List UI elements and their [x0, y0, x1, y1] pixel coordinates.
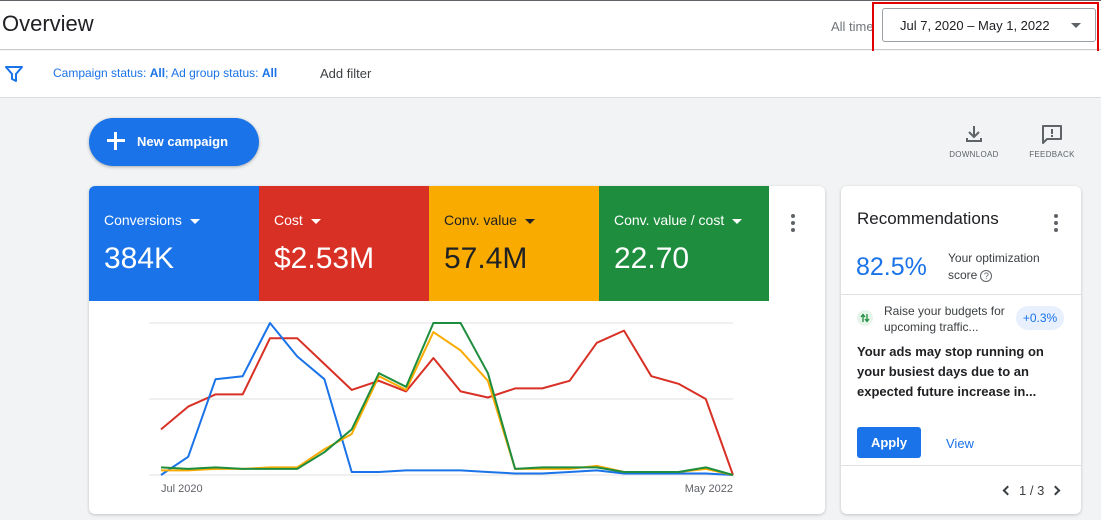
- ad-group-status-label: Ad group status:: [171, 66, 259, 80]
- metric-conv-value[interactable]: Conv. value 57.4M: [429, 186, 599, 301]
- metric-value: 22.70: [614, 242, 690, 275]
- metric-cost[interactable]: Cost $2.53M: [259, 186, 429, 301]
- optimization-score-label: Your optimization score?: [948, 250, 1068, 284]
- series-line: [160, 329, 734, 476]
- plus-icon: [106, 131, 126, 151]
- trend-arrows-icon: [857, 310, 873, 326]
- more-vert-icon[interactable]: [1054, 214, 1058, 232]
- optimization-score: 82.5%: [856, 253, 927, 281]
- metric-label: Conversions: [104, 212, 182, 228]
- pager: 1 / 3: [1002, 483, 1061, 498]
- chevron-left-icon[interactable]: [1002, 485, 1013, 496]
- metric-label: Conv. value: [444, 212, 517, 228]
- campaign-status-value: All: [149, 66, 166, 80]
- new-campaign-button[interactable]: New campaign: [89, 118, 259, 166]
- filter-separator: ;: [165, 66, 169, 80]
- download-button[interactable]: DOWNLOAD: [944, 124, 1004, 159]
- more-vert-icon[interactable]: [791, 214, 795, 232]
- performance-chart: Jul 2020 May 2022: [149, 322, 734, 495]
- download-label: DOWNLOAD: [949, 150, 999, 159]
- recommendations-title: Recommendations: [857, 209, 999, 228]
- date-range-text: Jul 7, 2020 – May 1, 2022: [900, 17, 1050, 33]
- series-line: [160, 322, 734, 476]
- feedback-icon: [1042, 125, 1062, 144]
- caret-down-icon: [732, 218, 743, 224]
- feedback-label: FEEDBACK: [1029, 150, 1075, 159]
- new-campaign-label: New campaign: [137, 134, 229, 149]
- score-uplift-badge: +0.3%: [1016, 306, 1064, 330]
- performance-card: Conversions 384K Cost $2.53M Conv. value…: [89, 186, 825, 514]
- x-tick-label: Jul 2020: [161, 483, 203, 495]
- ad-group-status-value: All: [261, 66, 278, 80]
- recommendation-description: Your ads may stop running on your busies…: [857, 344, 1044, 399]
- metric-label: Conv. value / cost: [614, 212, 725, 228]
- caret-down-icon: [524, 218, 535, 224]
- x-tick-label: May 2022: [685, 483, 733, 495]
- all-time-label: All time: [831, 19, 874, 34]
- page-title: Overview: [2, 11, 94, 36]
- caret-down-icon: [310, 218, 321, 224]
- caret-down-icon: [1071, 23, 1081, 28]
- metric-value: $2.53M: [274, 242, 375, 275]
- divider: [841, 465, 1081, 466]
- series-line: [160, 322, 734, 476]
- date-range-picker[interactable]: Jul 7, 2020 – May 1, 2022: [882, 8, 1096, 42]
- chevron-right-icon[interactable]: [1050, 485, 1061, 496]
- view-link[interactable]: View: [946, 436, 974, 451]
- caret-down-icon: [189, 218, 200, 224]
- metric-label: Cost: [274, 212, 303, 228]
- filter-icon[interactable]: [5, 65, 23, 83]
- metric-conv-value-cost[interactable]: Conv. value / cost 22.70: [599, 186, 769, 301]
- help-icon[interactable]: ?: [980, 270, 993, 282]
- recommendations-card: Recommendations 82.5% Your optimization …: [841, 186, 1081, 514]
- optimization-score-text: Your optimization score: [948, 251, 1040, 282]
- metric-conversions[interactable]: Conversions 384K: [89, 186, 259, 301]
- status-filter[interactable]: Campaign status: All; Ad group status: A…: [53, 66, 277, 80]
- filter-bar: Campaign status: All; Ad group status: A…: [0, 51, 1101, 98]
- metric-value: 57.4M: [444, 242, 528, 275]
- download-icon: [966, 126, 982, 142]
- add-filter-button[interactable]: Add filter: [320, 66, 372, 81]
- campaign-status-label: Campaign status:: [53, 66, 147, 80]
- series-line: [161, 331, 734, 476]
- pager-text: 1 / 3: [1019, 483, 1045, 498]
- apply-button[interactable]: Apply: [857, 427, 921, 458]
- metric-value: 384K: [104, 242, 175, 275]
- feedback-button[interactable]: FEEDBACK: [1022, 124, 1082, 159]
- recommendation-item-title: Raise your budgets for upcoming traffic.…: [884, 304, 1005, 334]
- divider: [841, 294, 1081, 295]
